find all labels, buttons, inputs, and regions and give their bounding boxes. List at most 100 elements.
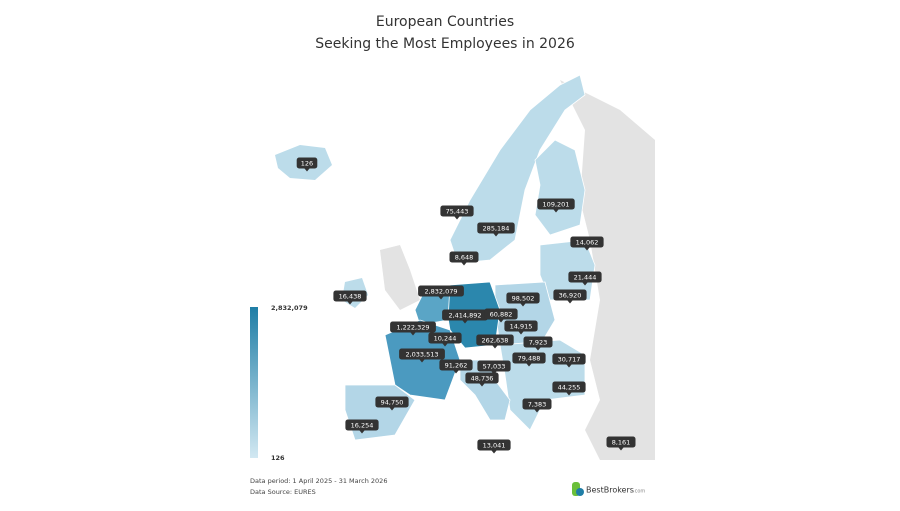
label-pointer: [359, 430, 365, 434]
label-pointer: [419, 359, 425, 363]
label-pointer: [518, 331, 524, 335]
label-pointer: [534, 409, 540, 413]
label-text: 109,201: [543, 201, 570, 209]
label-box: [506, 292, 540, 304]
label-box: [333, 290, 367, 302]
label-box: [390, 321, 436, 333]
label-text: 126: [301, 160, 313, 168]
label-pointer: [462, 320, 468, 324]
label-text: 21,444: [574, 274, 597, 282]
value-label: 8,648: [449, 251, 479, 266]
land: [380, 245, 420, 310]
value-label: 8,161: [606, 436, 636, 451]
label-pointer: [461, 262, 467, 266]
label-pointer: [453, 370, 459, 374]
value-label: 91,262: [439, 359, 473, 374]
label-box: [439, 359, 473, 371]
label-box: [570, 236, 604, 248]
logo-suffix: .com: [633, 489, 645, 495]
label-box: [418, 285, 464, 297]
value-label: 14,915: [504, 320, 538, 335]
label-text: 285,184: [483, 225, 510, 233]
label-text: 44,255: [558, 384, 581, 392]
label-text: 98,502: [512, 295, 535, 303]
label-text: 30,717: [558, 356, 581, 364]
logo-icon: [576, 488, 584, 496]
label-pointer: [618, 447, 624, 451]
label-pointer: [389, 407, 395, 411]
land: [560, 80, 655, 460]
label-pointer: [520, 303, 526, 307]
value-label: 7,383: [522, 398, 552, 413]
label-box: [477, 222, 515, 234]
legend-min: 126: [271, 454, 285, 462]
footer-period: Data period: 1 April 2025 - 31 March 202…: [250, 477, 387, 485]
value-label: 285,184: [477, 222, 515, 237]
value-label: 2,832,079: [418, 285, 464, 300]
label-text: 75,443: [446, 208, 469, 216]
label-text: 48,736: [471, 375, 494, 383]
logo: BestBrokers .com: [572, 482, 645, 496]
label-pointer: [582, 282, 588, 286]
label-text: 16,438: [339, 293, 362, 301]
value-label: 7,923: [523, 336, 553, 351]
country: [344, 384, 416, 441]
label-box: [553, 289, 587, 301]
label-pointer: [526, 363, 532, 367]
label-box: [522, 398, 552, 410]
label-box: [477, 360, 511, 372]
map: [275, 74, 655, 460]
label-text: 10,244: [434, 335, 457, 343]
country: [534, 139, 586, 236]
label-box: [552, 353, 586, 365]
label-pointer: [410, 332, 416, 336]
value-label: 36,920: [553, 289, 587, 304]
label-pointer: [566, 364, 572, 368]
value-label: 16,438: [333, 290, 367, 305]
value-label: 79,488: [512, 352, 546, 367]
label-text: 7,383: [528, 401, 547, 409]
label-box: [296, 157, 318, 169]
label-pointer: [553, 209, 559, 213]
label-box: [440, 205, 474, 217]
label-box: [568, 271, 602, 283]
value-label: 126: [296, 157, 318, 172]
value-label: 94,750: [375, 396, 409, 411]
label-pointer: [493, 233, 499, 237]
label-pointer: [491, 450, 497, 454]
value-label: 2,414,892: [442, 309, 488, 324]
label-pointer: [566, 392, 572, 396]
label-pointer: [454, 216, 460, 220]
label-text: 79,488: [518, 355, 541, 363]
label-box: [537, 198, 575, 210]
label-pointer: [347, 301, 353, 305]
label-box: [504, 320, 538, 332]
value-label: 13,041: [477, 439, 511, 454]
label-text: 94,750: [381, 399, 404, 407]
label-text: 60,882: [490, 311, 513, 319]
label-box: [523, 336, 553, 348]
label-layer: 126 75,443 285,184 109,201 14,062 8,648 21,444…: [296, 157, 636, 454]
label-box: [375, 396, 409, 408]
label-text: 13,041: [483, 442, 506, 450]
value-label: 1,222,329: [390, 321, 436, 336]
value-label: 2,033,513: [399, 348, 445, 363]
legend-max: 2,832,079: [271, 304, 308, 312]
footer-source: Data Source: EURES: [250, 488, 316, 496]
value-label: 30,717: [552, 353, 586, 368]
title-line: European Countries: [376, 14, 514, 30]
value-label: 75,443: [440, 205, 474, 220]
label-box: [476, 334, 514, 346]
label-text: 36,920: [559, 292, 582, 300]
label-text: 2,414,892: [448, 312, 481, 320]
label-text: 2,033,513: [405, 351, 438, 359]
label-box: [484, 308, 518, 320]
label-box: [512, 352, 546, 364]
value-label: 10,244: [428, 332, 462, 347]
label-pointer: [442, 343, 448, 347]
label-box: [345, 419, 379, 431]
title-line: Seeking the Most Employees in 2026: [315, 36, 575, 52]
label-pointer: [438, 296, 444, 300]
value-label: 60,882: [484, 308, 518, 323]
